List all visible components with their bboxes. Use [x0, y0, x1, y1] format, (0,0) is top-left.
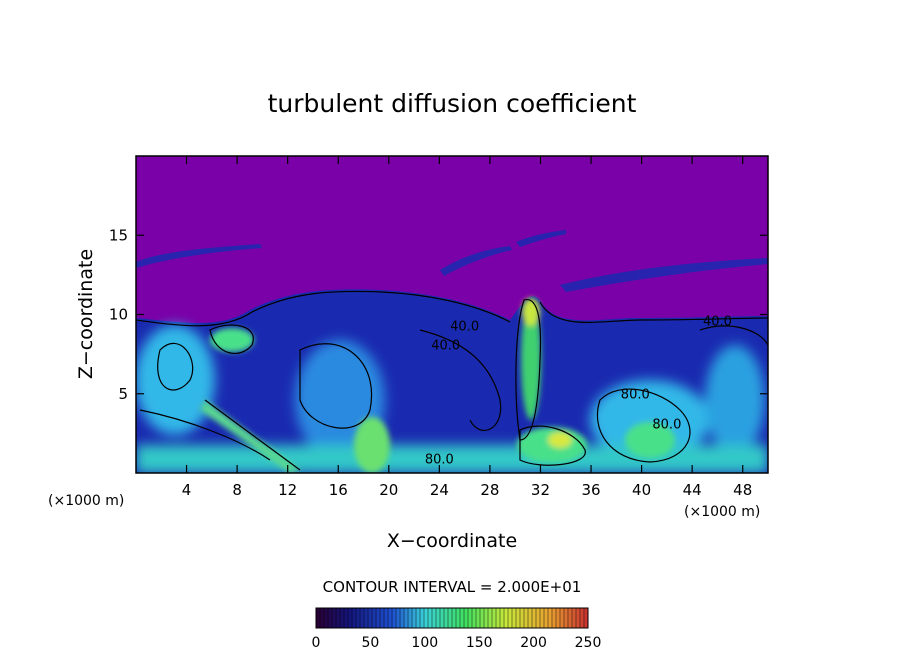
colorbar-tick-label: 250	[575, 635, 602, 651]
x-unit-label: (×1000 m)	[684, 504, 760, 520]
green-column	[354, 417, 390, 473]
contour-label: 80.0	[652, 418, 681, 433]
x-tick-label: 16	[329, 481, 348, 499]
colorbar-tick-label: 50	[361, 635, 379, 651]
x-tick-label: 8	[232, 481, 242, 499]
x-tick-label: 32	[531, 481, 550, 499]
colorbar-tick-label: 0	[312, 635, 321, 651]
wisp-left	[136, 244, 262, 268]
eddy-cyan-right	[590, 380, 710, 460]
x-tick-label: 24	[430, 481, 449, 499]
colorbar-tick-label: 150	[466, 635, 493, 651]
x-tick-label: 4	[182, 481, 192, 499]
contour-label: 40.0	[703, 315, 732, 330]
x-tick-label: 40	[632, 481, 651, 499]
colorbar-tick-label: 200	[520, 635, 547, 651]
x-tick-label: 20	[379, 481, 398, 499]
wisp-mid	[440, 246, 512, 276]
diagonal-streak	[200, 400, 300, 473]
colorbar-stripes	[319, 608, 585, 628]
green-right-eddy	[625, 422, 675, 458]
green-left-eddy	[210, 328, 254, 352]
contour-interval-label: CONTOUR INTERVAL = 2.000E+01	[323, 578, 582, 596]
y-tick-label: 10	[109, 306, 128, 324]
plume-base-peak	[548, 432, 572, 448]
x-tick-label: 48	[733, 481, 752, 499]
colorbar-tick-label: 100	[411, 635, 438, 651]
y-axis: 5 10 15	[109, 226, 768, 403]
heatmap-field	[136, 156, 768, 473]
wisp-right	[560, 258, 768, 292]
wisp-plume-top	[516, 230, 566, 247]
x-tick-label: 44	[683, 481, 702, 499]
contour-lines	[136, 290, 768, 471]
contour-label: 40.0	[431, 338, 460, 353]
x-axis-label: X−coordinate	[387, 530, 517, 552]
x-axis: 4 8 12 16 20 24 28 32 36 40 44 48	[182, 156, 752, 499]
x-tick-label: 12	[278, 481, 297, 499]
contour-label: 80.0	[621, 388, 650, 403]
plume-core	[521, 300, 541, 420]
contour-label: 40.0	[450, 319, 479, 334]
x-tick-label: 28	[480, 481, 499, 499]
x-tick-label: 36	[581, 481, 600, 499]
y-axis-label: Z−coordinate	[75, 249, 97, 379]
eddy-cyan-left	[136, 325, 215, 435]
y-tick-label: 15	[109, 226, 128, 244]
chart-title: turbulent diffusion coefficient	[268, 89, 637, 118]
y-tick-label: 5	[118, 385, 128, 403]
contour-labels: 40.040.040.080.080.080.0	[425, 315, 732, 468]
y-unit-label: (×1000 m)	[48, 493, 124, 509]
colorbar-ticks: 0 50 100 150 200 250	[312, 635, 602, 651]
eddy-cyan-far-right	[705, 345, 765, 455]
contour-label: 80.0	[425, 452, 454, 467]
